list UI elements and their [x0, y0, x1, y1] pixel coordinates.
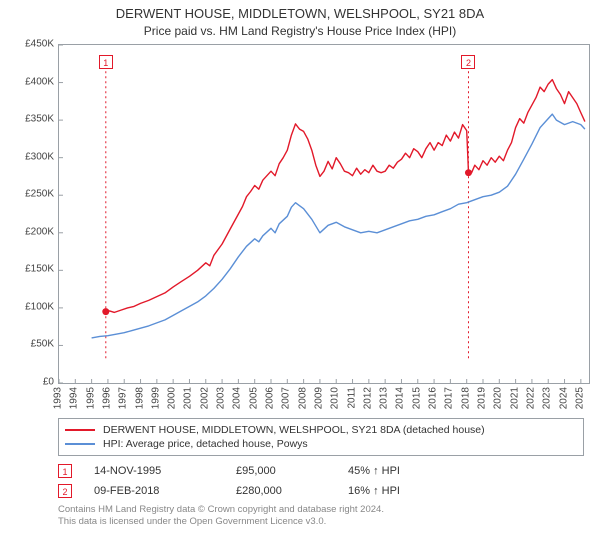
x-tick-label: 2018: [460, 387, 471, 409]
sale-price: £280,000: [236, 485, 326, 497]
x-tick-label: 2004: [232, 387, 243, 409]
x-tick-label: 2002: [199, 387, 210, 409]
x-tick-label: 2014: [395, 387, 406, 409]
x-tick-label: 2022: [525, 387, 536, 409]
legend-label: HPI: Average price, detached house, Powy…: [103, 438, 308, 450]
y-tick-label: £300K: [25, 151, 54, 162]
price-chart: £0 £50K £100K £150K £200K £250K £300K £350K £400…: [8, 44, 592, 414]
x-tick-label: 2009: [313, 387, 324, 409]
x-tick-label: 2013: [379, 387, 390, 409]
x-tick-label: 2021: [509, 387, 520, 409]
x-tick-label: 2023: [542, 387, 553, 409]
x-tick-label: 1995: [85, 387, 96, 409]
sale-row: 1 14-NOV-1995 £95,000 45% ↑ HPI: [58, 464, 584, 478]
x-tick-label: 2017: [444, 387, 455, 409]
legend-item: DERWENT HOUSE, MIDDLETOWN, WELSHPOOL, SY…: [65, 423, 577, 437]
sale-marker-badge: 1: [99, 55, 113, 69]
x-tick-label: 1993: [53, 387, 64, 409]
legend-swatch: [65, 443, 95, 445]
x-tick-label: 2001: [183, 387, 194, 409]
x-tick-label: 2024: [558, 387, 569, 409]
sale-badge: 1: [58, 464, 72, 478]
x-tick-label: 2005: [248, 387, 259, 409]
x-axis: 1993199419951996199719981999200020012002…: [58, 384, 590, 414]
y-tick-label: £450K: [25, 38, 54, 49]
sale-marker-badge: 2: [461, 55, 475, 69]
series-property: [106, 80, 585, 313]
x-tick-label: 1996: [101, 387, 112, 409]
sale-delta: 16% ↑ HPI: [348, 485, 400, 497]
sales-table: 1 14-NOV-1995 £95,000 45% ↑ HPI 2 09-FEB-2018…: [58, 464, 584, 498]
sale-badge: 2: [58, 484, 72, 498]
y-tick-label: £250K: [25, 189, 54, 200]
x-tick-label: 2015: [411, 387, 422, 409]
legend-swatch: [65, 429, 95, 431]
x-tick-label: 1994: [69, 387, 80, 409]
sale-delta: 45% ↑ HPI: [348, 465, 400, 477]
y-axis: £0 £50K £100K £150K £200K £250K £300K £350K £400…: [8, 44, 58, 384]
x-tick-label: 2012: [362, 387, 373, 409]
sale-date: 09-FEB-2018: [94, 485, 214, 497]
legend-label: DERWENT HOUSE, MIDDLETOWN, WELSHPOOL, SY…: [103, 424, 485, 436]
sale-row: 2 09-FEB-2018 £280,000 16% ↑ HPI: [58, 484, 584, 498]
x-tick-label: 1999: [150, 387, 161, 409]
y-tick-label: £400K: [25, 76, 54, 87]
x-tick-label: 2011: [346, 387, 357, 409]
y-tick-label: £350K: [25, 114, 54, 125]
y-tick-label: £0: [43, 376, 54, 387]
x-tick-label: 2003: [216, 387, 227, 409]
y-tick-label: £200K: [25, 226, 54, 237]
page-title: DERWENT HOUSE, MIDDLETOWN, WELSHPOOL, SY…: [8, 6, 592, 22]
x-tick-label: 2019: [477, 387, 488, 409]
y-tick-label: £50K: [31, 339, 54, 350]
legend-item: HPI: Average price, detached house, Powy…: [65, 437, 577, 451]
x-tick-label: 1997: [118, 387, 129, 409]
x-tick-label: 2020: [493, 387, 504, 409]
series-hpi: [92, 114, 585, 338]
x-tick-label: 2008: [297, 387, 308, 409]
x-tick-label: 1998: [134, 387, 145, 409]
legend: DERWENT HOUSE, MIDDLETOWN, WELSHPOOL, SY…: [58, 418, 584, 456]
footer-line: Contains HM Land Registry data © Crown c…: [58, 504, 584, 516]
plot-area: 12: [58, 44, 590, 384]
footer-line: This data is licensed under the Open Gov…: [58, 516, 584, 528]
sale-date: 14-NOV-1995: [94, 465, 214, 477]
sale-price: £95,000: [236, 465, 326, 477]
x-tick-label: 2000: [167, 387, 178, 409]
footer: Contains HM Land Registry data © Crown c…: [58, 504, 584, 528]
x-tick-label: 2016: [428, 387, 439, 409]
x-tick-label: 2025: [574, 387, 585, 409]
x-tick-label: 2010: [330, 387, 341, 409]
y-tick-label: £100K: [25, 301, 54, 312]
y-tick-label: £150K: [25, 264, 54, 275]
x-tick-label: 2007: [281, 387, 292, 409]
page-subtitle: Price paid vs. HM Land Registry's House …: [8, 24, 592, 38]
x-tick-label: 2006: [265, 387, 276, 409]
